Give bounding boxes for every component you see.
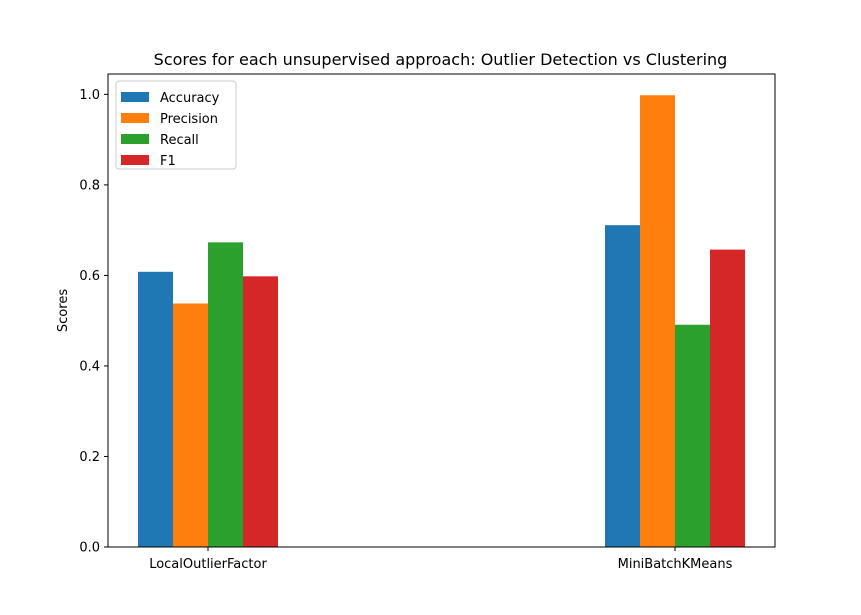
x-tick-label: LocalOutlierFactor bbox=[149, 557, 267, 572]
x-tick-label: MiniBatchKMeans bbox=[618, 557, 733, 572]
legend-swatch-recall bbox=[121, 134, 149, 144]
bar-accuracy-minibatchkmeans bbox=[605, 225, 640, 547]
y-tick-label: 0.0 bbox=[79, 541, 100, 556]
bars-group bbox=[138, 95, 745, 548]
bar-recall-localoutlierfactor bbox=[208, 242, 243, 547]
bar-f1-localoutlierfactor bbox=[243, 276, 278, 547]
y-tick-label: 1.0 bbox=[79, 88, 100, 103]
y-axis-ticks: 0.0 0.2 0.4 0.6 0.8 1.0 bbox=[79, 88, 108, 556]
bar-precision-minibatchkmeans bbox=[640, 95, 675, 547]
chart-title: Scores for each unsupervised approach: O… bbox=[154, 50, 728, 69]
y-tick-label: 0.6 bbox=[79, 269, 100, 284]
legend-label-accuracy: Accuracy bbox=[160, 91, 220, 106]
legend-label-f1: F1 bbox=[160, 154, 176, 169]
y-axis-label: Scores bbox=[56, 289, 71, 332]
bar-recall-minibatchkmeans bbox=[675, 324, 710, 547]
legend-swatch-accuracy bbox=[121, 92, 149, 102]
bar-f1-minibatchkmeans bbox=[710, 249, 745, 548]
legend-label-recall: Recall bbox=[160, 133, 199, 148]
legend-box bbox=[115, 80, 237, 170]
bar-accuracy-localoutlierfactor bbox=[138, 271, 173, 547]
legend-swatch-f1 bbox=[121, 155, 149, 165]
legend-label-precision: Precision bbox=[160, 112, 218, 127]
bar-precision-localoutlierfactor bbox=[173, 303, 208, 547]
plot-frame bbox=[107, 73, 776, 548]
legend-swatch-precision bbox=[121, 113, 149, 123]
y-tick-label: 0.2 bbox=[79, 450, 100, 465]
y-tick-label: 0.8 bbox=[79, 178, 100, 193]
x-axis-ticks: LocalOutlierFactor MiniBatchKMeans bbox=[149, 547, 733, 572]
legend: Accuracy Precision Recall F1 bbox=[115, 80, 237, 170]
y-tick-label: 0.4 bbox=[79, 359, 100, 374]
